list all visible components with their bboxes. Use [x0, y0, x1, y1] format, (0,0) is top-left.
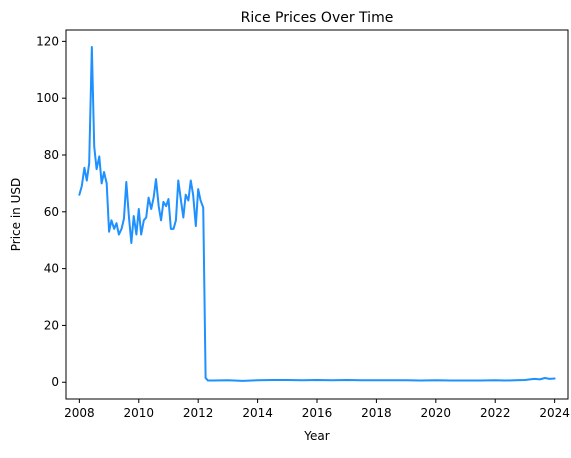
x-tick-label: 2008 [64, 406, 95, 420]
y-tick-label: 80 [44, 148, 59, 162]
y-tick-label: 100 [36, 91, 59, 105]
y-axis: 0 20 40 60 80 100 120 [36, 34, 66, 389]
plot-frame [66, 30, 568, 399]
x-tick-label: 2016 [302, 406, 333, 420]
x-tick-label: 2022 [480, 406, 511, 420]
y-tick-label: 40 [44, 262, 59, 276]
x-tick-label: 2024 [539, 406, 570, 420]
x-axis-label: Year [303, 429, 329, 443]
x-tick-label: 2010 [124, 406, 155, 420]
x-tick-label: 2014 [242, 406, 273, 420]
x-tick-label: 2020 [421, 406, 452, 420]
plot-area [79, 47, 554, 381]
y-axis-label: Price in USD [9, 178, 23, 251]
y-tick-label: 0 [51, 375, 59, 389]
y-tick-label: 20 [44, 318, 59, 332]
x-tick-label: 2018 [361, 406, 392, 420]
x-tick-label: 2012 [183, 406, 214, 420]
chart-title: Rice Prices Over Time [241, 10, 394, 26]
y-tick-label: 120 [36, 34, 59, 48]
y-tick-label: 60 [44, 205, 59, 219]
series-line-0 [79, 47, 554, 381]
x-axis: 2008 2010 2012 2014 2016 2018 2020 2022 2024 [64, 399, 570, 420]
